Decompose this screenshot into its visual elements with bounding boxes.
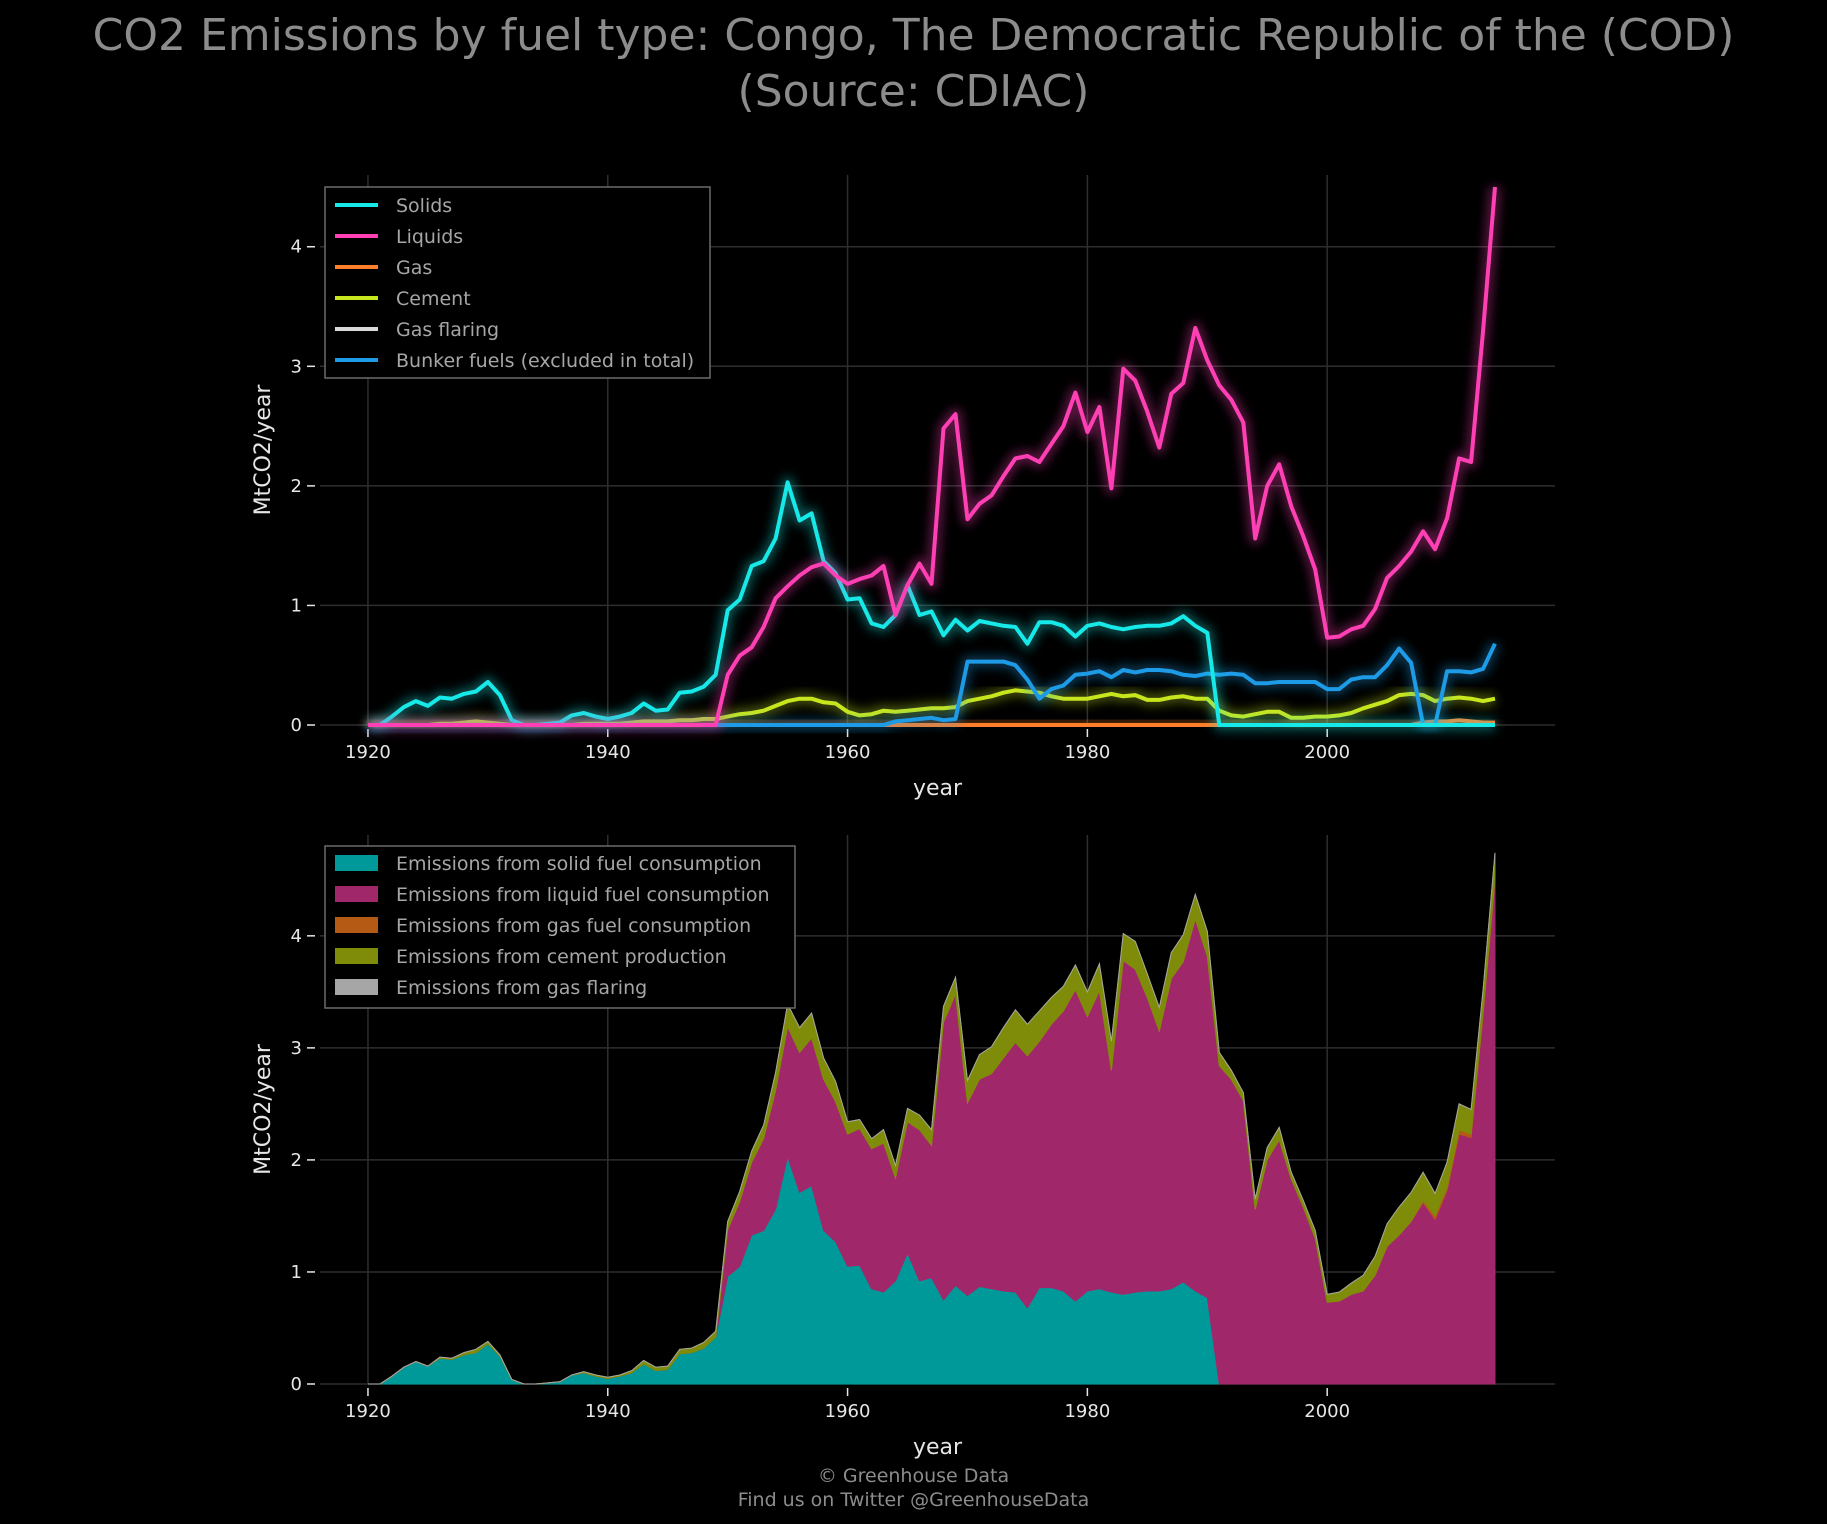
x-tick-label: 1980 [1064,742,1110,763]
y-tick-label: 3 [291,356,302,377]
y-tick-label: 0 [291,715,302,736]
legend: Emissions from solid fuel consumption Emi… [324,845,796,1009]
footer-copyright: © Greenhouse Data [817,1465,1010,1487]
legend-frame [324,845,796,1009]
legend-swatch [335,979,378,995]
footer-credit: © Greenhouse Data Find us on Twitter @Gr… [0,1464,1827,1512]
y-tick-label: 1 [291,1262,302,1283]
x-tick-label: 2000 [1304,742,1350,763]
x-tick-label: 1960 [825,742,871,763]
legend-label: Emissions from gas fuel consumption [396,915,751,937]
y-tick-label: 2 [291,1150,302,1171]
x-tick-label: 2000 [1304,1401,1350,1422]
legend-swatch [335,886,378,902]
y-tick-label: 2 [291,476,302,497]
legend-frame [324,186,711,379]
legend-label: Liquids [396,226,463,248]
legend-swatch [335,948,378,964]
area-gas-flaring [368,852,1496,1385]
chart-title: CO2 Emissions by fuel type: Congo, The D… [0,8,1827,120]
x-axis-label: year [913,776,963,801]
legend-label: Gas flaring [396,319,499,341]
y-axis-label: MtCO2/year [251,1043,276,1175]
y-tick-label: 1 [291,595,302,616]
stacked-area-panel: 1920 1940 1960 1980 2000 0 1 2 3 4 year MtCO2/year E… [251,835,1555,1460]
legend: Solids Liquids Gas Cement Gas flaring Bunker … [324,186,711,379]
legend-label: Cement [396,288,471,310]
x-tick-label: 1960 [825,1401,871,1422]
y-tick-label: 4 [291,926,302,947]
footer-twitter: Find us on Twitter @GreenhouseData [737,1489,1090,1511]
legend-label: Gas [396,257,432,279]
line-chart-panel: 1920 1940 1960 1980 2000 0 1 2 3 4 year MtCO2/year S… [251,175,1555,801]
legend-label: Bunker fuels (excluded in total) [396,350,694,372]
x-tick-label: 1940 [585,1401,631,1422]
series-line-liquids [368,186,1497,727]
chart-title-line2: (Source: CDIAC) [737,66,1090,117]
y-tick-label: 3 [291,1038,302,1059]
x-tick-label: 1920 [345,742,391,763]
legend-swatch [335,855,378,871]
legend-swatch [335,917,378,933]
x-axis-label: year [913,1435,963,1460]
y-tick-label: 4 [291,237,302,258]
legend-label: Emissions from gas flaring [396,977,647,999]
y-tick-label: 0 [291,1374,302,1395]
chart-title-line1: CO2 Emissions by fuel type: Congo, The D… [92,10,1735,61]
legend-label: Solids [396,195,452,217]
x-tick-label: 1980 [1064,1401,1110,1422]
series-liquids [368,186,1501,731]
y-axis-label: MtCO2/year [251,384,276,516]
legend-label: Emissions from solid fuel consumption [396,853,762,875]
x-tick-label: 1940 [585,742,631,763]
legend-label: Emissions from cement production [396,946,727,968]
x-tick-label: 1920 [345,1401,391,1422]
legend-label: Emissions from liquid fuel consumption [396,884,770,906]
